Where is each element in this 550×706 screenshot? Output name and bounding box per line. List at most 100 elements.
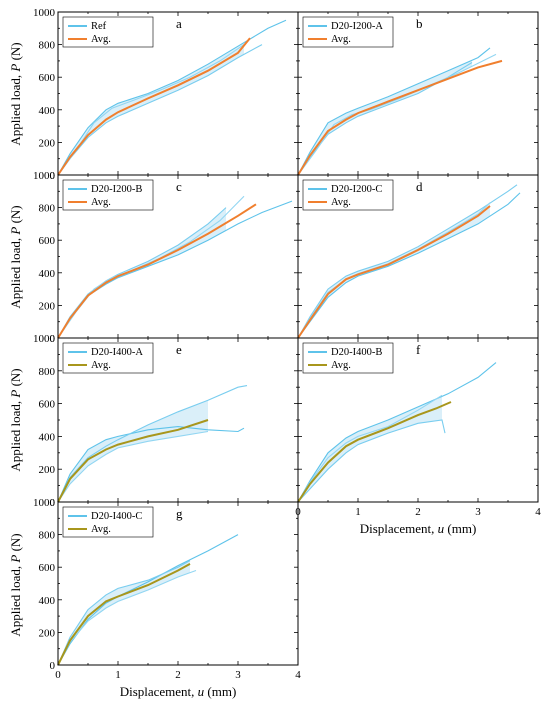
y-tick-label: 400 [39, 431, 56, 443]
legend-entry: D20-I200-A [331, 21, 383, 32]
y-tick-label: 0 [50, 497, 56, 509]
specimen-curve [297, 394, 443, 503]
legend-box [302, 16, 394, 48]
y-tick-label: 1000 [33, 333, 56, 345]
panel-a: 0 200 400 600 800 1000 a Ref Avg. [33, 7, 299, 182]
y-tick-label: 0 [50, 333, 56, 345]
y-tick-label: 0 [50, 170, 56, 182]
average-curve [297, 59, 503, 176]
y-tick-label: 400 [39, 268, 56, 280]
specimen-curve [297, 419, 446, 503]
specimen-curve [297, 192, 521, 339]
y-tick-label: 600 [39, 72, 56, 84]
x-tick-label: 4 [535, 506, 541, 518]
legend-entry: Avg. [91, 360, 111, 371]
legend-box [62, 506, 154, 538]
panel-letter: e [176, 342, 182, 357]
legend-entry: D20-I400-A [91, 347, 143, 358]
panel-letter: g [176, 506, 183, 521]
y-axis-label-middle: Applied load, P (N) [8, 205, 23, 308]
legend-entry: D20-I400-B [331, 347, 382, 358]
spread-band [298, 202, 490, 338]
x-tick-label: 4 [295, 669, 301, 681]
legend-box [62, 16, 154, 48]
x-axis-label-right: Displacement, u (mm) [360, 521, 477, 536]
panel-c: 0 200 400 600 800 1000 c D20-I200-B Avg. [33, 170, 299, 345]
panel-letter: d [416, 179, 423, 194]
average-curve [57, 37, 251, 176]
panel-letter: f [416, 342, 421, 357]
specimen-curve [57, 426, 245, 503]
legend-entry: Ref [91, 21, 107, 32]
specimen-curve [57, 200, 293, 339]
specimen-curve [57, 534, 239, 666]
x-axis-label-left: Displacement, u (mm) [120, 684, 237, 699]
spread-band [298, 395, 442, 502]
specimen-curve [297, 362, 497, 503]
average-curve [57, 563, 191, 666]
panel-b: b D20-I200-A Avg. [297, 11, 539, 176]
specimen-curve [57, 560, 191, 666]
x-tick-label: 3 [475, 506, 481, 518]
x-tick-label: 0 [55, 669, 61, 681]
x-tick-label: 2 [175, 669, 181, 681]
panel-letter: b [416, 16, 423, 31]
y-axis-label-lower: Applied load, P (N) [8, 368, 23, 471]
specimen-curve [57, 44, 263, 176]
panel-e: 0 200 400 600 800 1000 e D20-I400-A Avg. [33, 333, 299, 509]
y-tick-label: 200 [39, 464, 56, 476]
legend-entry: Avg. [91, 34, 111, 45]
specimen-curve [297, 53, 497, 176]
legend-entry: Avg. [331, 197, 351, 208]
average-curve [297, 205, 491, 339]
y-axis-label-top: Applied load, P (N) [8, 42, 23, 145]
specimen-curve [57, 207, 227, 339]
panel-d: d D20-I200-C Avg. [297, 174, 539, 339]
spread-band [58, 559, 190, 665]
y-tick-label: 200 [39, 627, 56, 639]
spread-band [58, 207, 226, 338]
legend-box [62, 342, 154, 374]
y-tick-label: 800 [39, 40, 56, 52]
average-curve [297, 401, 452, 503]
panel-letter: c [176, 179, 182, 194]
y-tick-label: 200 [39, 300, 56, 312]
y-tick-label: 1000 [33, 7, 56, 19]
y-tick-label: 800 [39, 530, 56, 542]
x-tick-label: 1 [115, 669, 121, 681]
y-tick-label: 600 [39, 562, 56, 574]
x-tick-label: 1 [355, 506, 361, 518]
legend-entry: D20-I200-C [331, 184, 382, 195]
spread-band [58, 400, 208, 502]
legend-entry: Avg. [331, 34, 351, 45]
y-tick-label: 0 [50, 660, 56, 672]
y-tick-label: 600 [39, 235, 56, 247]
spread-band [298, 60, 472, 175]
legend-entry: Avg. [91, 524, 111, 535]
y-tick-label: 400 [39, 105, 56, 117]
legend-entry: Avg. [331, 360, 351, 371]
y-tick-label: 1000 [33, 170, 56, 182]
legend-box [302, 342, 394, 374]
specimen-curve [297, 47, 491, 176]
legend-entry: D20-I400-C [91, 511, 142, 522]
specimen-curve [57, 385, 248, 503]
average-curve [57, 203, 257, 339]
y-tick-label: 400 [39, 595, 56, 607]
y-axis-label-bottom: Applied load, P (N) [8, 533, 23, 636]
y-tick-label: 200 [39, 137, 56, 149]
y-tick-label: 800 [39, 366, 56, 378]
y-tick-label: 800 [39, 203, 56, 215]
x-tick-label: 2 [415, 506, 421, 518]
specimen-curve [57, 569, 197, 666]
y-tick-label: 1000 [33, 497, 56, 509]
x-tick-label: 3 [235, 669, 241, 681]
legend-box [302, 179, 394, 211]
average-curve [57, 419, 209, 503]
y-tick-label: 600 [39, 399, 56, 411]
panel-letter: a [176, 16, 182, 31]
legend-box [62, 179, 154, 211]
